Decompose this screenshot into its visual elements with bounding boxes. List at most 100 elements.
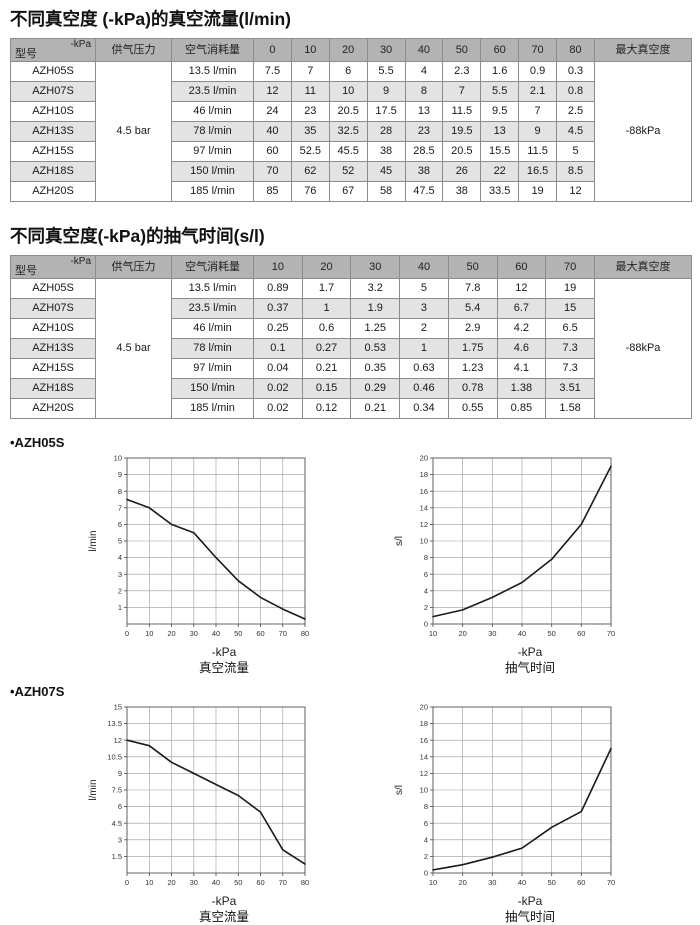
model-cell: AZH05S: [10, 278, 96, 299]
svg-text:40: 40: [518, 629, 526, 638]
model-cell: AZH18S: [10, 378, 96, 399]
value-cell: 0.25: [253, 318, 303, 339]
value-cell: 4: [404, 61, 444, 82]
value-cell: 13: [404, 101, 444, 122]
value-cell: 28.5: [404, 141, 444, 162]
consumption-cell: 78 l/min: [171, 121, 254, 142]
consumption-cell: 97 l/min: [171, 358, 254, 379]
svg-text:50: 50: [234, 629, 242, 638]
svg-text:5: 5: [118, 537, 122, 546]
section-label-azh07s: •AZH07S: [10, 684, 65, 699]
value-cell: 1: [399, 338, 449, 359]
value-cell: 19.5: [442, 121, 482, 142]
svg-text:4.5: 4.5: [112, 819, 122, 828]
svg-text:0: 0: [125, 629, 129, 638]
value-cell: 11: [290, 81, 330, 102]
value-cell: 32.5: [328, 121, 368, 142]
value-cell: 0.8: [556, 81, 595, 102]
value-cell: 12: [253, 81, 292, 102]
chart-row-azh07s: 0 10 20 30 40 50 60 70 80 1.5 3 4.5 6 7.5 9 10.5 12 13.5 1…: [10, 701, 692, 925]
value-cell: 0.3: [556, 61, 595, 82]
svg-text:15: 15: [114, 703, 122, 712]
pressure-header: 供气压力: [95, 255, 172, 279]
value-cell: 7: [290, 61, 330, 82]
value-cell: 2: [399, 318, 449, 339]
svg-text:4: 4: [118, 553, 122, 562]
svg-text:2: 2: [424, 603, 428, 612]
value-cell: 1.38: [496, 378, 547, 399]
x-axis-label: -kPa: [517, 894, 543, 908]
table-row: AZH07S 23.5 l/min 12 11 10 9 8 7 5.5 2.1 0.8: [10, 81, 692, 102]
value-cell: 11.5: [442, 101, 482, 122]
model-cell: AZH13S: [10, 338, 96, 359]
pressure-header: 供气压力: [95, 38, 172, 62]
max-vacuum-value-cell: -88kPa: [594, 278, 692, 419]
svg-text:16: 16: [420, 487, 428, 496]
value-cell: 7.8: [447, 278, 498, 299]
vacuum-level-header: 70: [545, 255, 595, 279]
x-axis-label: -kPa: [211, 645, 237, 659]
chart-plot: 10 20 30 40 50 60 70 0 2 4 6 8 10 12 14 16 18 20 s/l: [394, 454, 615, 638]
table-row: AZH15S 97 l/min 0.04 0.21 0.35 0.63 1.23 4.1 7.3: [10, 358, 692, 379]
svg-text:10: 10: [145, 878, 153, 887]
value-cell: 15.5: [480, 141, 520, 162]
svg-text:20: 20: [459, 629, 467, 638]
consumption-cell: 185 l/min: [171, 181, 254, 202]
svg-text:10.5: 10.5: [107, 752, 122, 761]
chart-caption: 抽气时间: [504, 661, 555, 675]
svg-text:10: 10: [420, 786, 428, 795]
svg-text:40: 40: [212, 629, 220, 638]
svg-text:20: 20: [167, 629, 175, 638]
value-cell: 0.85: [496, 398, 547, 419]
value-cell: 33.5: [480, 181, 520, 202]
pressure-value-cell: 4.5 bar: [95, 278, 172, 419]
vacuum-level-header: 50: [447, 255, 498, 279]
svg-text:6: 6: [118, 520, 122, 529]
value-cell: 2.5: [556, 101, 595, 122]
svg-text:10: 10: [420, 537, 428, 546]
flow-chart-canvas-azh05s: 0 10 20 30 40 50 60 70 80 1 2 3 4 5 6 7 8 9 10 l/min: [83, 452, 333, 644]
consumption-cell: 23.5 l/min: [171, 298, 254, 319]
vacuum-level-header: 20: [301, 255, 352, 279]
svg-text:40: 40: [212, 878, 220, 887]
chart-caption: 真空流量: [198, 661, 249, 675]
consumption-cell: 150 l/min: [171, 161, 254, 182]
value-cell: 7: [518, 101, 557, 122]
model-cell: AZH15S: [10, 358, 96, 379]
value-cell: 1.25: [350, 318, 401, 339]
corner-kpa-label: -kPa: [70, 39, 91, 51]
model-cell: AZH20S: [10, 181, 96, 202]
value-cell: 3.2: [350, 278, 401, 299]
svg-text:9: 9: [118, 470, 122, 479]
model-cell: AZH10S: [10, 101, 96, 122]
value-cell: 0.12: [301, 398, 352, 419]
svg-text:6: 6: [118, 802, 122, 811]
value-cell: 17.5: [366, 101, 406, 122]
svg-text:8: 8: [118, 487, 122, 496]
value-cell: 1.9: [350, 298, 401, 319]
svg-text:50: 50: [548, 878, 556, 887]
vacuum-level-header: 10: [253, 255, 303, 279]
svg-text:0: 0: [424, 620, 428, 629]
pressure-value-cell: 4.5 bar: [95, 61, 172, 202]
svg-text:2: 2: [118, 586, 122, 595]
value-cell: 0.15: [301, 378, 352, 399]
value-cell: 13: [480, 121, 520, 142]
max-vacuum-header: 最大真空度: [594, 38, 692, 62]
table-row: AZH10S 46 l/min 0.25 0.6 1.25 2 2.9 4.2 6.5: [10, 318, 692, 339]
vacuum-level-header: 40: [399, 255, 449, 279]
value-cell: 62: [290, 161, 330, 182]
svg-text:0: 0: [125, 878, 129, 887]
value-cell: 47.5: [404, 181, 444, 202]
consumption-header: 空气消耗量: [171, 255, 254, 279]
value-cell: 1.23: [447, 358, 498, 379]
vacuum-level-header: 60: [496, 255, 547, 279]
table-row: AZH20S 185 l/min 0.02 0.12 0.21 0.34 0.55 0.85 1…: [10, 398, 692, 419]
value-cell: 38: [366, 141, 406, 162]
svg-text:50: 50: [548, 629, 556, 638]
svg-text:30: 30: [488, 878, 496, 887]
value-cell: 3: [399, 298, 449, 319]
value-cell: 12: [496, 278, 547, 299]
svg-text:9: 9: [118, 769, 122, 778]
svg-text:70: 70: [279, 629, 287, 638]
